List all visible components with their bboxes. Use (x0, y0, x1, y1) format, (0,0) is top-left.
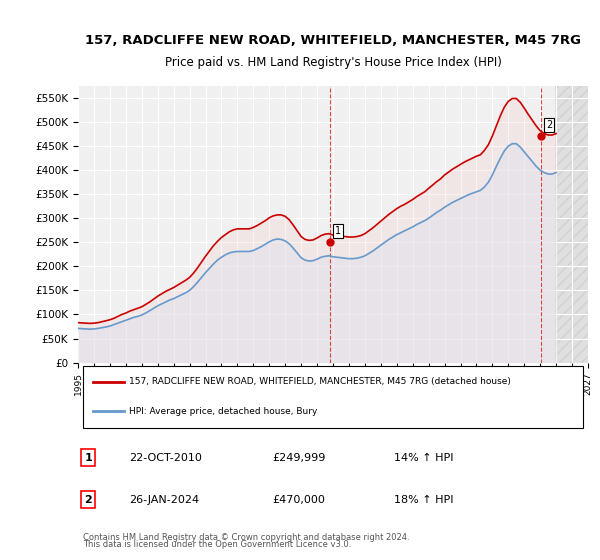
Text: HPI: Average price, detached house, Bury: HPI: Average price, detached house, Bury (129, 407, 317, 416)
FancyBboxPatch shape (83, 366, 583, 428)
Text: £470,000: £470,000 (272, 494, 325, 505)
Text: This data is licensed under the Open Government Licence v3.0.: This data is licensed under the Open Gov… (83, 540, 352, 549)
Text: Price paid vs. HM Land Registry's House Price Index (HPI): Price paid vs. HM Land Registry's House … (164, 55, 502, 69)
Text: 1: 1 (85, 452, 92, 463)
Text: 157, RADCLIFFE NEW ROAD, WHITEFIELD, MANCHESTER, M45 7RG (detached house): 157, RADCLIFFE NEW ROAD, WHITEFIELD, MAN… (129, 377, 511, 386)
Text: 22-OCT-2010: 22-OCT-2010 (129, 452, 202, 463)
Text: 26-JAN-2024: 26-JAN-2024 (129, 494, 199, 505)
Text: 18% ↑ HPI: 18% ↑ HPI (394, 494, 454, 505)
Text: 2: 2 (85, 494, 92, 505)
Text: Contains HM Land Registry data © Crown copyright and database right 2024.: Contains HM Land Registry data © Crown c… (83, 533, 410, 542)
Text: 1: 1 (335, 226, 341, 236)
Text: 2: 2 (546, 120, 553, 130)
Text: £249,999: £249,999 (272, 452, 325, 463)
Text: 157, RADCLIFFE NEW ROAD, WHITEFIELD, MANCHESTER, M45 7RG: 157, RADCLIFFE NEW ROAD, WHITEFIELD, MAN… (85, 34, 581, 47)
Bar (554, 86, 588, 363)
Text: 14% ↑ HPI: 14% ↑ HPI (394, 452, 454, 463)
